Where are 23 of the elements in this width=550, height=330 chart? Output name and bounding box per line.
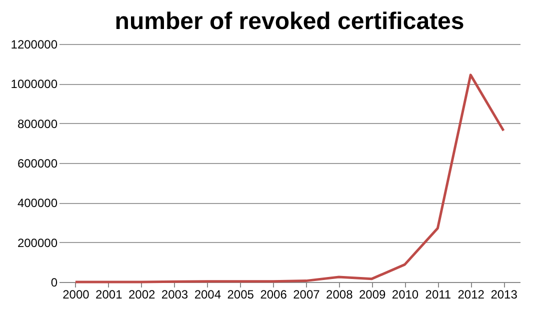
- y-tick-label: 600000: [17, 156, 58, 170]
- line-series: [74, 74, 505, 284]
- x-tick-label: 2007: [293, 288, 320, 302]
- x-tick-label: 2013: [490, 288, 518, 302]
- y-tick-label: 200000: [17, 236, 58, 250]
- x-tick-label: 2012: [458, 288, 485, 302]
- y-tick-label: 1000000: [10, 77, 58, 92]
- x-tick-label: 2002: [128, 288, 156, 302]
- x-tick-label: 2009: [358, 288, 386, 302]
- y-tick-label: 0: [50, 276, 58, 290]
- x-tick-label: 2008: [326, 288, 354, 302]
- x-tick-label: 2000: [62, 288, 90, 302]
- y-tick-label: 400000: [17, 196, 58, 210]
- x-tick-label: 2005: [227, 288, 254, 302]
- x-tick-label: 2001: [96, 288, 123, 302]
- x-tick-label: 2010: [392, 288, 419, 302]
- x-tick-label: 2006: [260, 288, 288, 302]
- x-tick-label: 2004: [194, 288, 222, 302]
- x-tick-label: 2003: [161, 288, 188, 302]
- chart-title: number of revoked certificates: [114, 8, 464, 35]
- x-tick-label: 2011: [425, 288, 452, 302]
- y-tick-label: 1200000: [10, 38, 58, 52]
- y-tick-label: 800000: [17, 116, 58, 131]
